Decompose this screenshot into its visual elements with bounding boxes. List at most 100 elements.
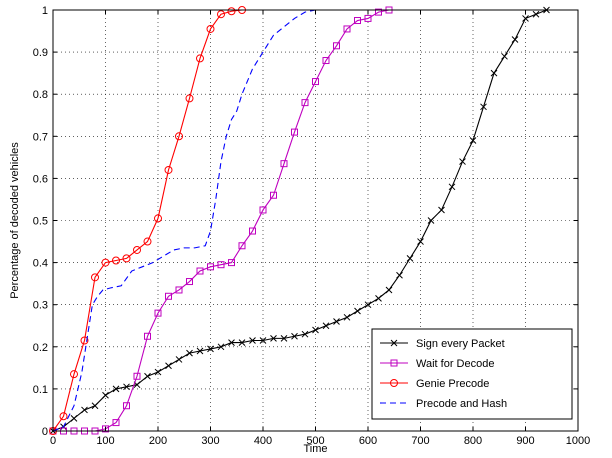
data-point (343, 25, 351, 33)
legend-item: Wait for Decode (380, 358, 494, 370)
data-point (322, 322, 330, 330)
y-tick-label: 0.4 (33, 258, 48, 270)
x-tick-label: 100 (96, 435, 114, 447)
data-point (165, 292, 172, 300)
data-point (438, 206, 445, 214)
data-point (364, 301, 372, 309)
data-point (301, 330, 309, 338)
data-point (375, 295, 382, 302)
x-tick-label: 300 (201, 435, 219, 447)
x-tick-label: 200 (149, 435, 167, 447)
data-point (417, 238, 424, 245)
data-point (123, 383, 130, 391)
y-tick-label: 0.2 (33, 342, 48, 354)
axis-ticks: 0 100 200 300 400 500 600 700 800 900 1000 0 0.1 0.2 0… (33, 5, 591, 447)
data-point (154, 214, 162, 223)
data-point (196, 267, 204, 275)
data-point (322, 57, 330, 65)
data-point (81, 406, 88, 414)
data-point (511, 36, 519, 43)
data-point (490, 69, 498, 77)
data-point (175, 132, 183, 141)
data-point (133, 372, 141, 380)
x-tick-label: 0 (50, 435, 56, 447)
legend-label: Wait for Decode (416, 358, 494, 370)
data-point (333, 42, 340, 50)
data-point (207, 345, 214, 353)
data-point (112, 419, 120, 427)
data-point (217, 261, 225, 269)
series-2 (49, 6, 246, 435)
data-point (91, 402, 99, 410)
data-point (175, 356, 183, 363)
data-point (459, 158, 466, 165)
data-point (501, 52, 508, 60)
data-point (133, 245, 141, 254)
series-1 (49, 6, 393, 435)
data-point (80, 336, 89, 345)
x-tick-label: 900 (516, 435, 534, 447)
legend: Sign every Packet Wait for Decode Genie Pr… (371, 328, 573, 420)
data-point (186, 278, 193, 286)
y-tick-label: 0.3 (33, 300, 48, 312)
data-point (354, 307, 361, 315)
data-point (144, 332, 151, 340)
data-point (196, 347, 204, 355)
data-point (175, 286, 183, 294)
y-tick-label: 0.1 (33, 384, 48, 396)
data-point (207, 263, 214, 271)
data-point (364, 14, 372, 22)
legend-label: Sign every Packet (416, 338, 505, 350)
series-line (52, 9, 316, 432)
y-tick-label: 0.7 (33, 131, 48, 143)
x-tick-label: 600 (359, 435, 377, 447)
data-point (406, 255, 414, 262)
data-point (70, 415, 78, 422)
series-0 (49, 6, 550, 435)
data-point (102, 391, 109, 399)
data-point (154, 309, 162, 317)
data-point (206, 24, 215, 33)
data-point (427, 217, 435, 224)
data-point (249, 227, 256, 235)
y-tick-label: 0.9 (33, 47, 48, 59)
x-tick-label: 800 (464, 435, 482, 447)
y-axis-label: Percentage of decoded vehicles (9, 142, 21, 299)
data-point (312, 326, 319, 334)
data-point (333, 318, 340, 325)
data-point (270, 335, 277, 342)
data-point (112, 385, 120, 393)
data-point (385, 286, 393, 294)
data-point (238, 339, 246, 346)
data-point (186, 349, 193, 357)
legend-label: Genie Precode (416, 378, 489, 390)
data-point (185, 94, 194, 103)
legend-item: Sign every Packet (380, 338, 505, 350)
series-layer (49, 6, 550, 435)
x-tick-label: 500 (306, 435, 324, 447)
data-point (291, 332, 298, 340)
data-point (280, 335, 288, 342)
data-point (91, 273, 99, 282)
data-point (217, 10, 225, 19)
x-tick-label: 400 (254, 435, 272, 447)
legend-item: Precode and Hash (380, 398, 507, 410)
data-point (154, 368, 162, 376)
y-tick-label: 1 (42, 5, 48, 17)
data-point (228, 259, 235, 267)
legend-marker (390, 339, 398, 347)
data-point (291, 128, 298, 136)
data-point (448, 183, 456, 191)
data-point (70, 370, 78, 379)
y-tick-label: 0.8 (33, 89, 48, 101)
y-tick-label: 0.6 (33, 173, 48, 185)
data-point (144, 372, 151, 380)
legend-marker (390, 359, 398, 367)
data-point (522, 15, 529, 22)
data-point (301, 99, 309, 107)
data-point (112, 256, 120, 265)
data-point (354, 17, 361, 25)
data-point (238, 242, 246, 250)
legend-label: Precode and Hash (416, 398, 507, 410)
